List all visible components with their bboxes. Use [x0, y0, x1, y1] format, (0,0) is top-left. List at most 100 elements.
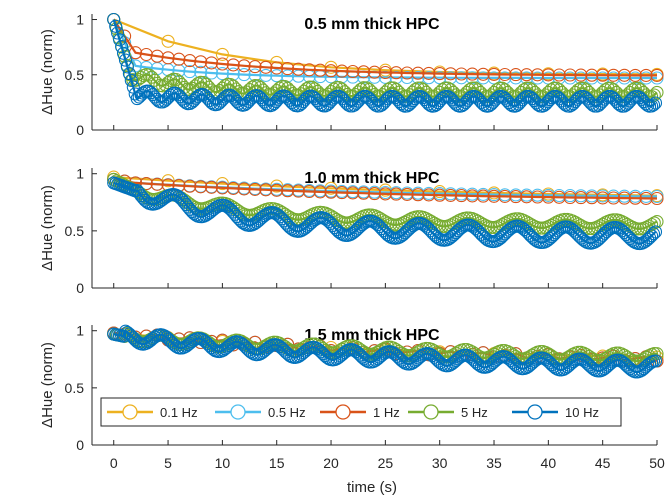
data-point [194, 180, 208, 194]
legend-swatch-marker [122, 404, 138, 420]
data-point [194, 55, 208, 69]
data-point [215, 181, 229, 195]
data-point [433, 188, 447, 202]
data-point [111, 26, 125, 40]
series-1Hz [107, 172, 664, 206]
y-tick-label: 0.5 [65, 223, 85, 239]
y-tick-label: 1 [76, 323, 84, 339]
data-point [646, 227, 661, 241]
data-point [150, 49, 164, 63]
data-point [492, 81, 507, 95]
data-point [585, 68, 599, 82]
data-point [606, 68, 621, 82]
data-point [139, 47, 153, 62]
data-point [648, 354, 663, 368]
y-tick-label: 0 [76, 122, 84, 138]
data-point [433, 67, 447, 81]
data-point [400, 66, 414, 80]
data-point [215, 57, 229, 71]
data-point [204, 180, 219, 194]
data-point [520, 81, 534, 95]
data-point [645, 229, 659, 243]
data-point [204, 66, 219, 80]
data-point [541, 190, 555, 204]
data-point [183, 179, 197, 193]
data-point [313, 185, 327, 199]
y-tick-label: 1 [76, 166, 84, 182]
panel-2: 0 0.5 1 ΔHue (norm) 1.0 mm thick HPC [39, 166, 664, 296]
data-point [465, 81, 479, 95]
data-point [335, 186, 349, 200]
data-point [113, 33, 127, 47]
data-point [118, 53, 133, 67]
data-point [259, 183, 273, 197]
data-point [422, 66, 436, 80]
data-point [465, 189, 479, 203]
data-point [378, 187, 392, 201]
y-axis-label: ΔHue (norm) [39, 185, 56, 271]
series-10Hz [107, 12, 663, 113]
data-point [650, 215, 664, 229]
data-point [639, 97, 653, 111]
data-point [389, 66, 403, 80]
data-point [465, 67, 479, 81]
data-point [574, 68, 588, 82]
data-point [646, 98, 661, 112]
data-point [411, 188, 425, 202]
panels-group: 0 0.5 1 ΔHue (norm) 0.5 mm thick HPC 0 0.5 1 ΔHu… [39, 12, 664, 453]
legend-swatch-marker [335, 404, 351, 420]
data-point [270, 69, 284, 83]
x-axis: time (s) 0 5 10 15 20 25 30 35 40 45 50 [110, 455, 665, 496]
x-tick-label: 5 [164, 455, 172, 471]
panel-title: 1.5 mm thick HPC [304, 327, 440, 344]
data-point [498, 67, 512, 82]
data-point [563, 68, 577, 82]
data-point [281, 184, 295, 198]
data-point [313, 63, 327, 77]
legend-label: 1 Hz [373, 405, 400, 420]
legend-entry: 5 Hz [408, 404, 488, 420]
y-tick-label: 0 [76, 437, 84, 453]
data-point [476, 67, 490, 81]
data-point [357, 65, 371, 79]
data-point [530, 190, 545, 204]
data-point [172, 52, 186, 66]
series-10Hz [107, 176, 663, 251]
data-point [367, 187, 382, 201]
data-point [650, 85, 664, 99]
x-tick-label: 0 [110, 455, 118, 471]
x-tick-label: 30 [432, 455, 448, 471]
data-point [270, 61, 284, 75]
x-tick-label: 50 [649, 455, 665, 471]
legend-label: 5 Hz [461, 405, 488, 420]
data-point [552, 190, 566, 204]
data-point [270, 183, 284, 197]
data-point [509, 190, 523, 204]
data-point [444, 188, 458, 202]
data-point [120, 60, 134, 74]
data-point [122, 67, 136, 81]
data-point [628, 191, 642, 205]
data-point [400, 187, 414, 201]
y-tick-label: 0.5 [65, 67, 85, 83]
data-point [107, 12, 121, 27]
data-point [215, 67, 229, 81]
series-10Hz [107, 324, 663, 379]
data-point [520, 68, 534, 82]
data-point [291, 62, 305, 76]
data-point [585, 191, 599, 205]
data-point [408, 92, 422, 106]
data-point [324, 185, 338, 199]
data-point [639, 191, 653, 205]
data-point [248, 68, 262, 82]
x-tick-label: 20 [323, 455, 339, 471]
legend-entry: 1 Hz [320, 404, 400, 420]
panel-3: 0 0.5 1 ΔHue (norm) 1.5 mm thick HPC [39, 323, 664, 453]
data-point [487, 67, 501, 81]
data-point [183, 54, 197, 68]
x-tick-label: 25 [378, 455, 394, 471]
data-point [226, 181, 240, 195]
data-point [444, 67, 458, 81]
data-point [259, 68, 273, 82]
x-tick-label: 15 [269, 455, 285, 471]
